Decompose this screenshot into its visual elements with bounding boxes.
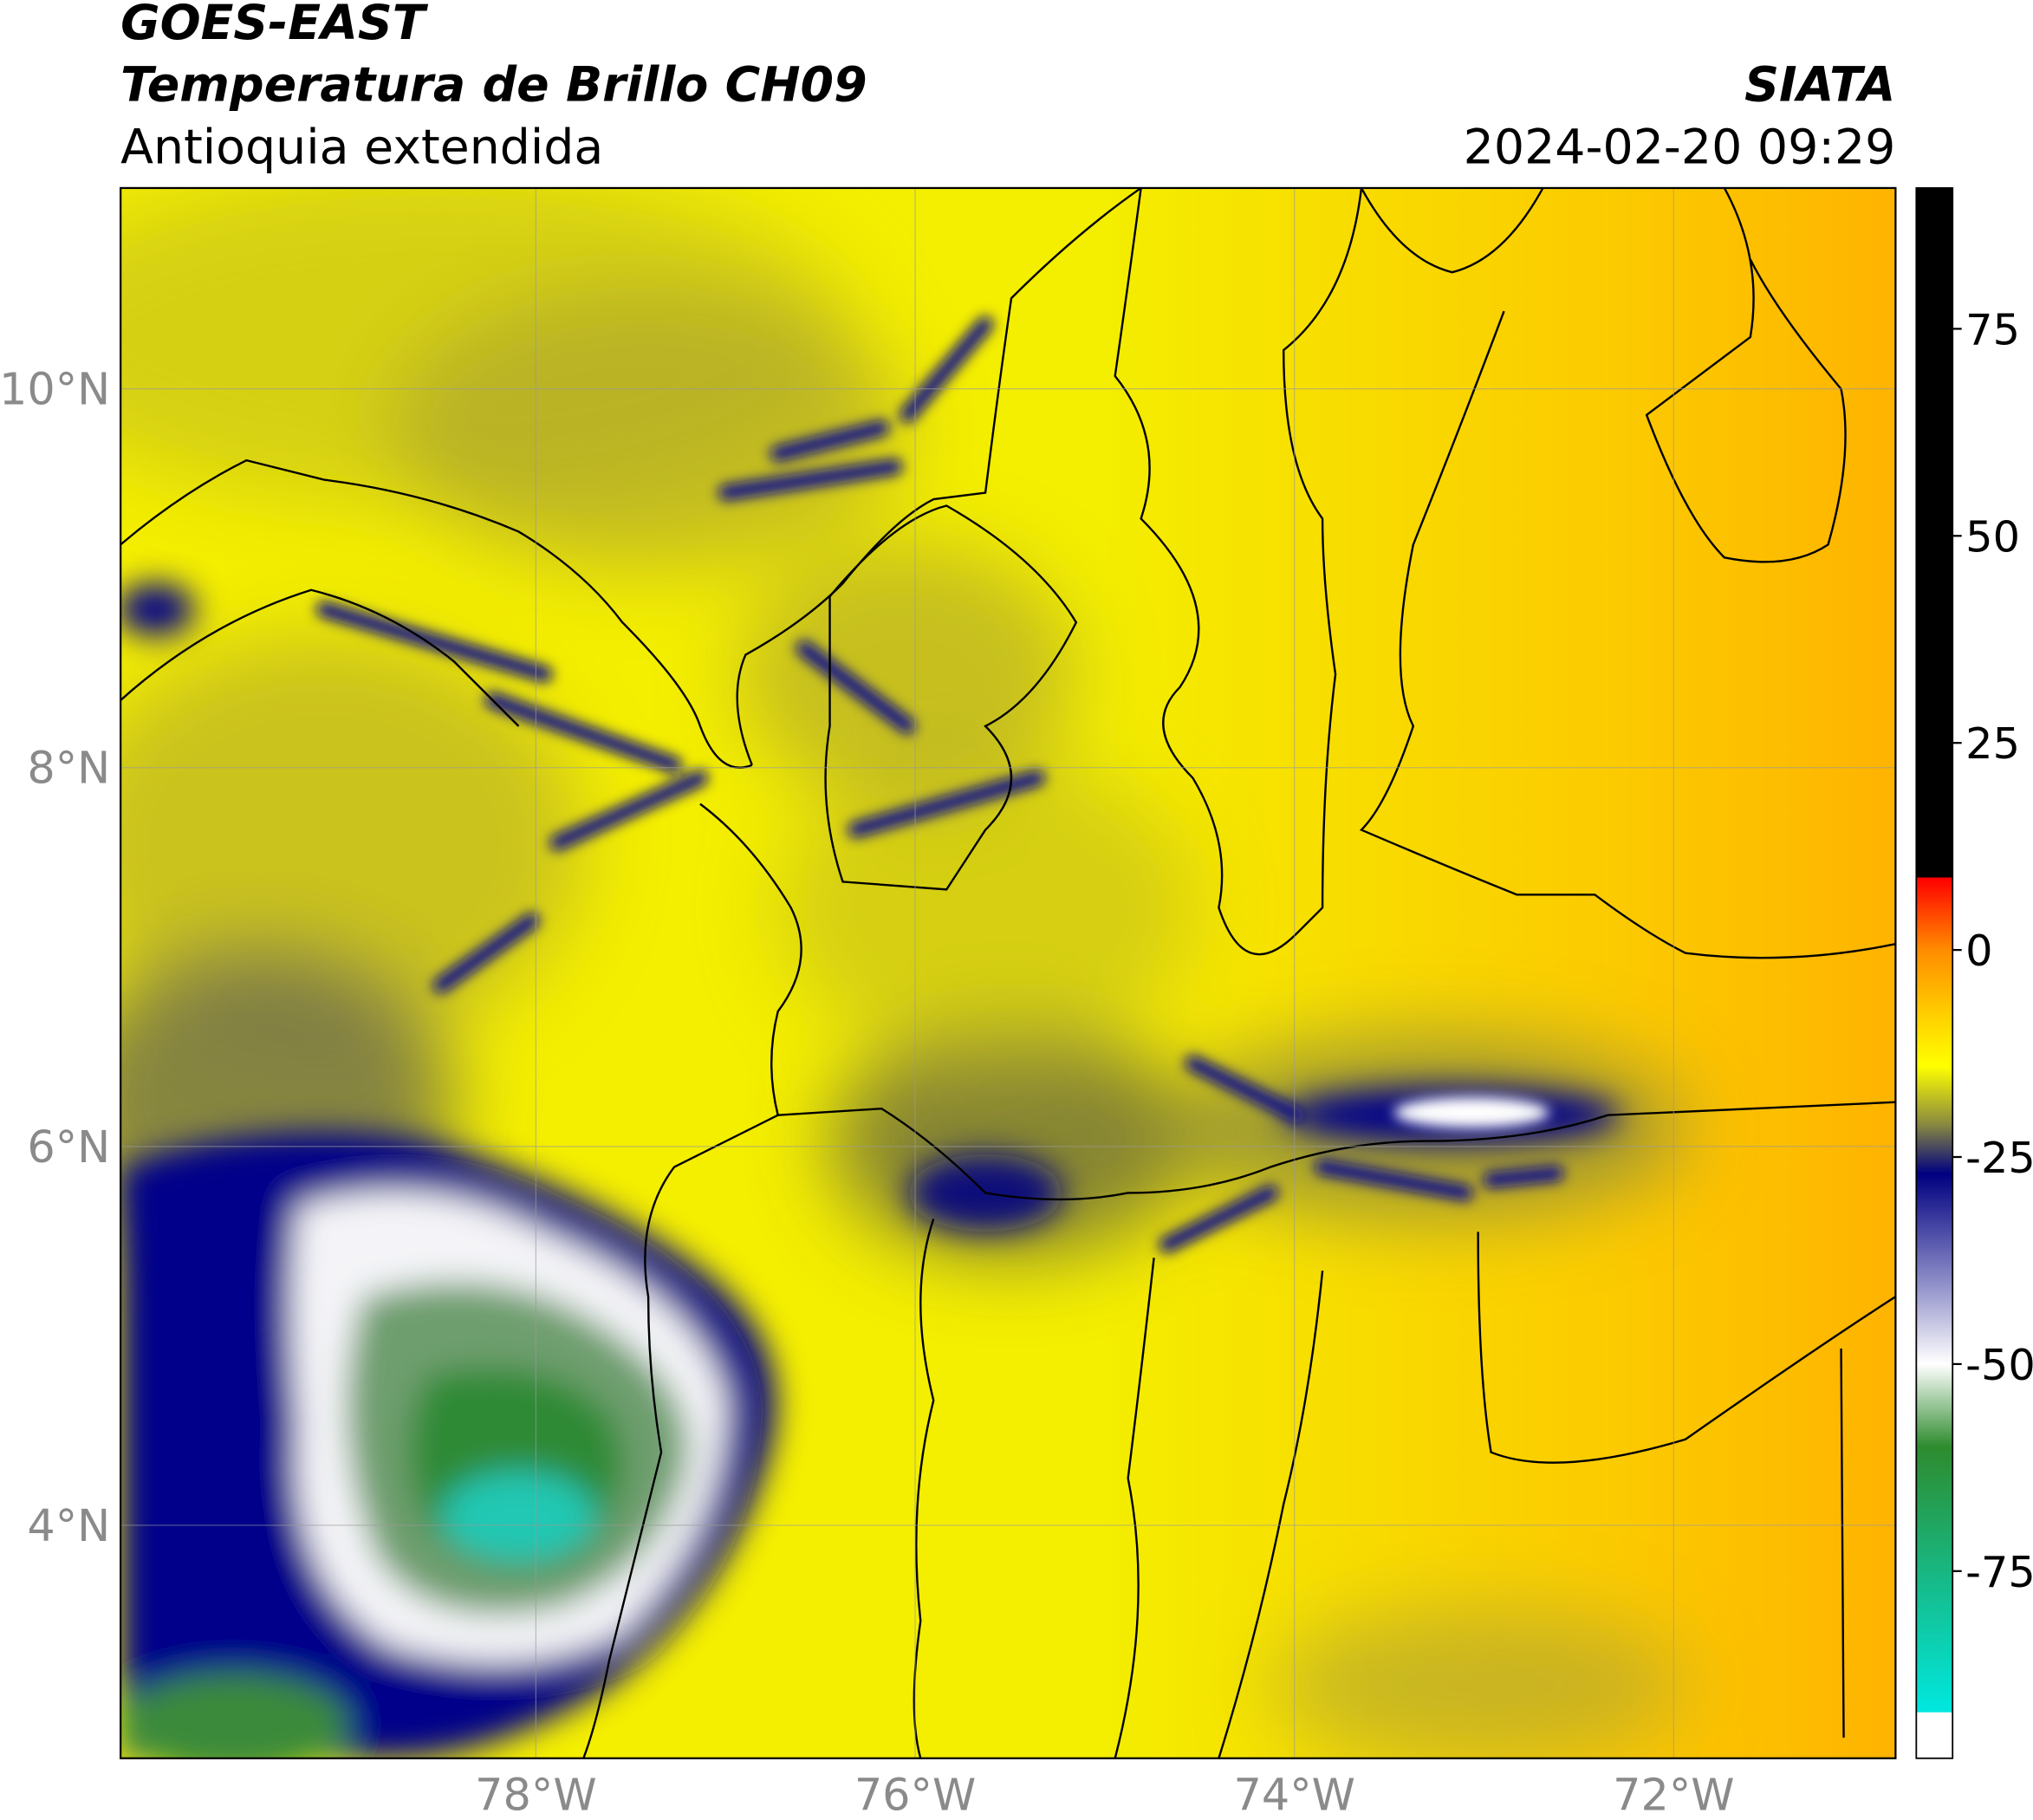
x-tick-label: 72°W — [1613, 1770, 1734, 1820]
warm-region — [1101, 187, 1896, 1758]
colorbar-tick-label: 25 — [1965, 718, 2020, 769]
subtitle: Temperatura de Brillo CH09 — [120, 58, 867, 114]
convective-streaks — [316, 316, 1564, 1253]
colorbar: 75 50 25 0 -25 -50 -75 — [1915, 187, 2033, 1759]
colorbar-tick-label: 75 — [1965, 304, 2020, 354]
y-tick-label: 8°N — [27, 743, 110, 794]
colorbar-tick-label: 50 — [1965, 511, 2020, 562]
grid — [120, 187, 1896, 1758]
colorbar-tick-label: 0 — [1965, 926, 1992, 976]
title: GOES-EAST — [120, 0, 429, 51]
x-tick-label: 76°W — [854, 1770, 976, 1820]
region: Antioquia extendida — [120, 120, 603, 176]
colorbar-tick-label: -75 — [1965, 1547, 2033, 1597]
cold-cloud-tops — [120, 583, 1621, 1758]
source: SIATA — [1744, 58, 1895, 114]
x-tick-label: 74°W — [1233, 1770, 1354, 1820]
y-tick-label: 6°N — [27, 1121, 110, 1173]
x-tick-label: 78°W — [475, 1770, 596, 1820]
map-frame — [120, 186, 1897, 1759]
colorbar-tick-label: -25 — [1965, 1133, 2033, 1183]
map-imagery — [120, 187, 1896, 1758]
colorbar-scale — [1915, 187, 1954, 1759]
y-tick-label: 4°N — [27, 1500, 110, 1551]
cloud-field — [120, 187, 1686, 1758]
colorbar-tick-label: -50 — [1965, 1340, 2033, 1390]
y-tick-label: 10°N — [0, 364, 110, 415]
datetime: 2024-02-20 09:29 — [1464, 120, 1896, 176]
